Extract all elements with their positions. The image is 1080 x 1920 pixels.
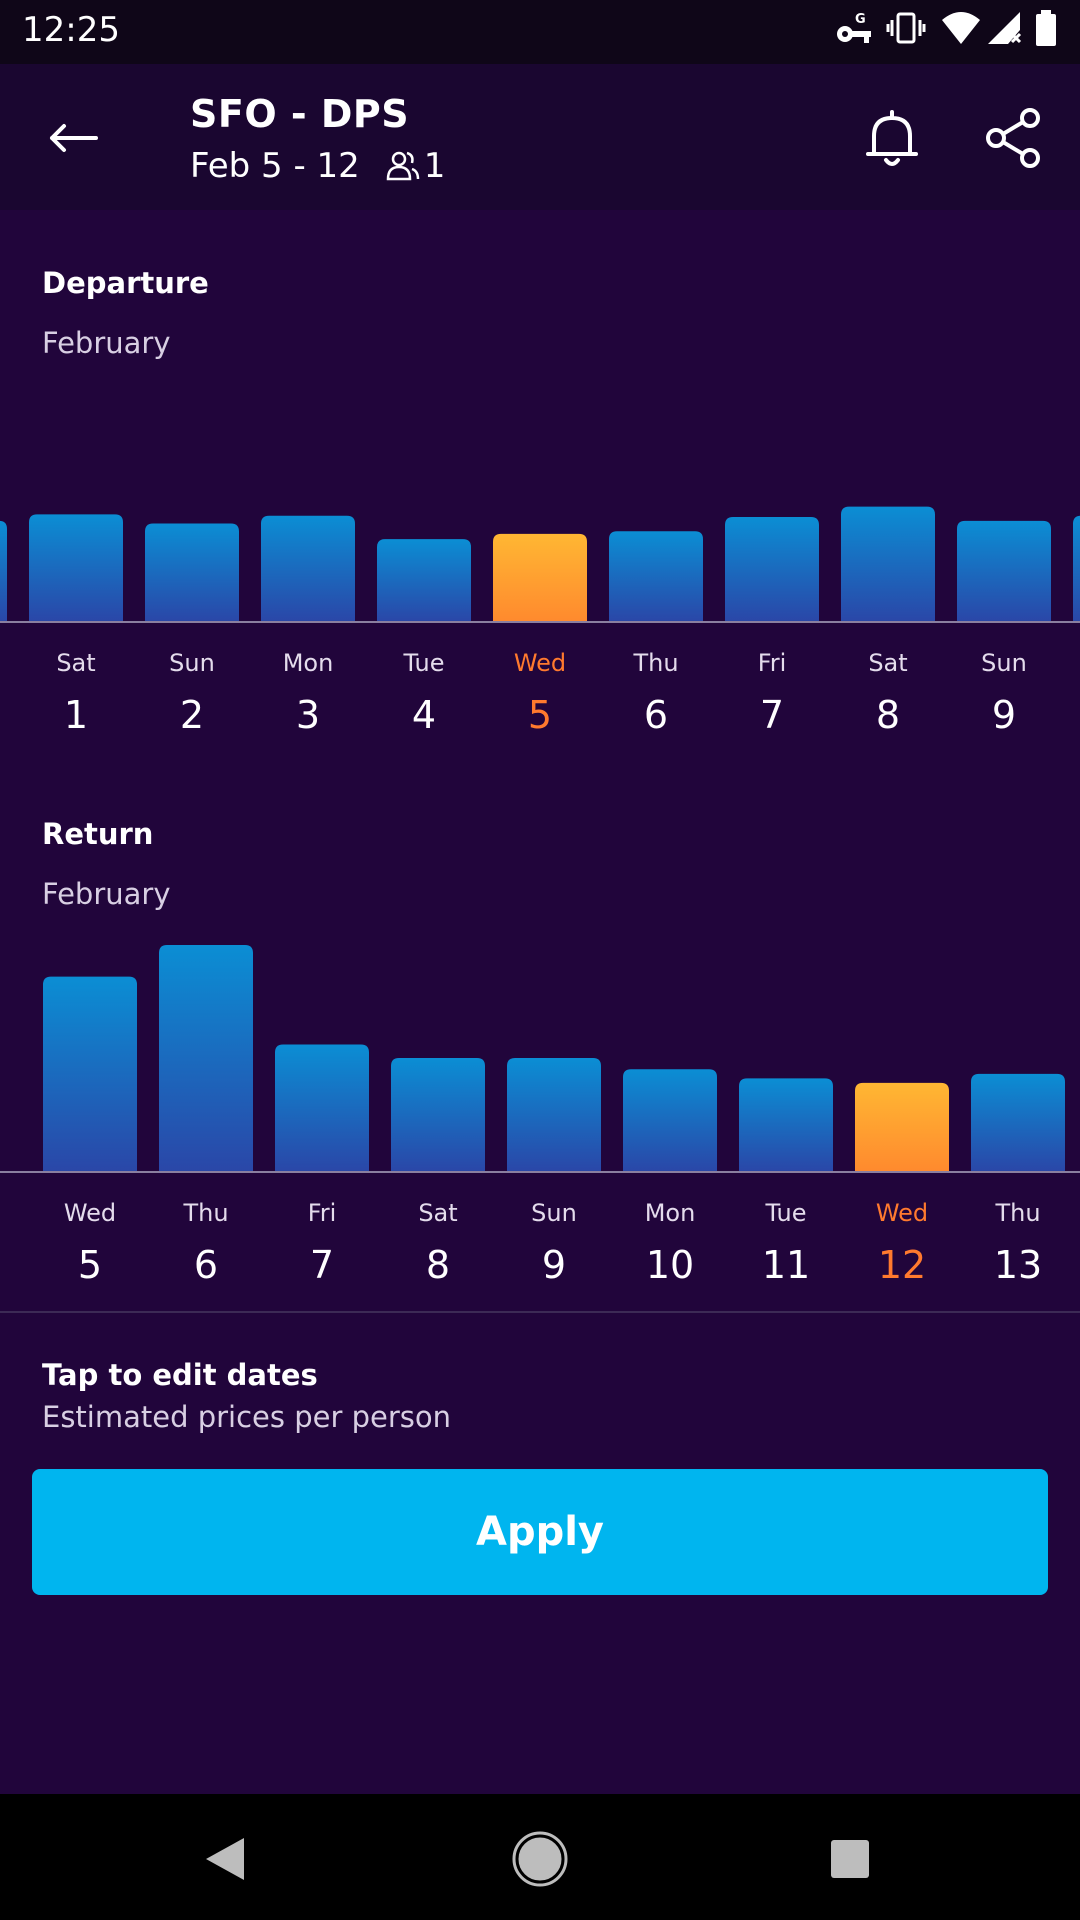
departure-date-label[interactable]: 9	[992, 693, 1016, 737]
svg-text:G: G	[855, 12, 866, 27]
battery-icon	[1036, 10, 1056, 46]
return-day-label[interactable]: Thu	[182, 1199, 228, 1227]
passenger-count: 1	[423, 146, 446, 186]
return-date-label[interactable]: 6	[194, 1243, 218, 1287]
departure-bar-edge-right[interactable]	[1073, 515, 1080, 621]
app-bar: SFO - DPS Feb 5 - 12 1	[0, 64, 1080, 210]
share-button[interactable]	[980, 104, 1048, 172]
return-date-label[interactable]: 8	[426, 1243, 450, 1287]
departure-bar[interactable]	[957, 520, 1051, 621]
trip-summary: Feb 5 - 12 1	[190, 146, 445, 186]
return-bar[interactable]	[43, 976, 137, 1171]
return-date-label[interactable]: 9	[542, 1243, 566, 1287]
bell-icon	[866, 110, 918, 166]
departure-date-label[interactable]: 7	[760, 693, 784, 737]
departure-date-label[interactable]: 2	[180, 693, 204, 737]
departure-bar[interactable]	[725, 517, 819, 621]
hint-title: Tap to edit dates	[42, 1358, 318, 1392]
return-bar[interactable]	[507, 1058, 601, 1171]
departure-bar[interactable]	[145, 523, 239, 622]
departure-month: February	[42, 326, 171, 360]
return-day-label[interactable]: Sun	[531, 1199, 577, 1227]
nav-recents-icon[interactable]	[815, 1824, 885, 1894]
return-date-label[interactable]: 5	[78, 1243, 102, 1287]
return-bar[interactable]	[739, 1078, 833, 1171]
divider	[0, 1311, 1080, 1313]
departure-title: Departure	[42, 266, 209, 300]
return-day-label[interactable]: Fri	[308, 1199, 337, 1227]
system-nav-bar	[0, 1794, 1080, 1920]
departure-date-label[interactable]: 3	[296, 693, 320, 737]
hint-subtitle: Estimated prices per person	[42, 1400, 452, 1434]
price-alert-button[interactable]	[860, 102, 924, 174]
status-time: 12:25	[22, 10, 120, 50]
return-bar[interactable]	[855, 1082, 949, 1171]
return-date-label[interactable]: 7	[310, 1243, 334, 1287]
departure-date-label[interactable]: 4	[412, 693, 436, 737]
share-icon	[986, 108, 1040, 168]
departure-bar[interactable]	[841, 506, 935, 621]
passenger-icon	[386, 151, 420, 181]
departure-day-label[interactable]: Mon	[283, 649, 334, 677]
return-title: Return	[42, 817, 154, 851]
departure-bar[interactable]	[493, 533, 587, 621]
return-day-label[interactable]: Wed	[876, 1199, 928, 1227]
departure-day-label[interactable]: Thu	[632, 649, 678, 677]
return-day-label[interactable]: Mon	[645, 1199, 696, 1227]
return-bar[interactable]	[275, 1044, 369, 1171]
departure-date-label[interactable]: 8	[876, 693, 900, 737]
vibrate-icon	[886, 12, 926, 44]
back-arrow-icon	[50, 124, 98, 152]
return-date-label[interactable]: 10	[646, 1243, 694, 1287]
return-bar[interactable]	[159, 945, 253, 1171]
departure-day-label[interactable]: Fri	[758, 649, 787, 677]
departure-date-label[interactable]: 5	[528, 693, 552, 737]
nav-back-icon[interactable]	[190, 1824, 260, 1894]
departure-day-label[interactable]: Sun	[981, 649, 1027, 677]
vpn-key-icon: G	[837, 12, 871, 43]
departure-day-label[interactable]: Wed	[514, 649, 566, 677]
return-date-label[interactable]: 13	[994, 1243, 1042, 1287]
departure-bar[interactable]	[377, 539, 471, 621]
return-date-label[interactable]: 11	[762, 1243, 810, 1287]
return-day-label[interactable]: Sat	[418, 1199, 457, 1227]
wifi-icon	[942, 12, 980, 44]
return-day-label[interactable]: Thu	[994, 1199, 1040, 1227]
return-date-label[interactable]: 12	[878, 1243, 926, 1287]
return-day-label[interactable]: Tue	[765, 1199, 807, 1227]
departure-bar[interactable]	[29, 514, 123, 621]
departure-day-label[interactable]: Sat	[868, 649, 907, 677]
return-month: February	[42, 877, 171, 911]
return-day-label[interactable]: Wed	[64, 1199, 116, 1227]
apply-button[interactable]: Apply	[32, 1469, 1048, 1595]
signal-icon	[988, 12, 1022, 44]
route-title: SFO - DPS	[190, 92, 410, 136]
trip-dates: Feb 5 - 12	[190, 146, 360, 186]
departure-bar[interactable]	[609, 531, 703, 621]
departure-bar-edge-left[interactable]	[0, 520, 7, 621]
departure-date-label[interactable]: 1	[64, 693, 88, 737]
departure-price-chart[interactable]: Sat 1 Sun 2 Mon 3 Tue 4 Wed 5 Thu 6 Fri 7 Sat 8 Sun 9	[0, 400, 1080, 750]
departure-bar[interactable]	[261, 515, 355, 621]
status-bar: 12:25 G	[0, 0, 1080, 64]
departure-date-label[interactable]: 6	[644, 693, 668, 737]
return-bar[interactable]	[391, 1058, 485, 1171]
departure-day-label[interactable]: Tue	[403, 649, 445, 677]
return-bar[interactable]	[623, 1069, 717, 1171]
departure-day-label[interactable]: Sat	[56, 649, 95, 677]
back-button[interactable]	[36, 102, 108, 174]
departure-day-label[interactable]: Sun	[169, 649, 215, 677]
return-price-chart[interactable]: Wed 5 Thu 6 Fri 7 Sat 8 Sun 9 Mon 10 Tue 11 Wed 12 Thu 13	[0, 930, 1080, 1300]
return-bar[interactable]	[971, 1073, 1065, 1171]
nav-home-icon[interactable]	[505, 1824, 575, 1894]
